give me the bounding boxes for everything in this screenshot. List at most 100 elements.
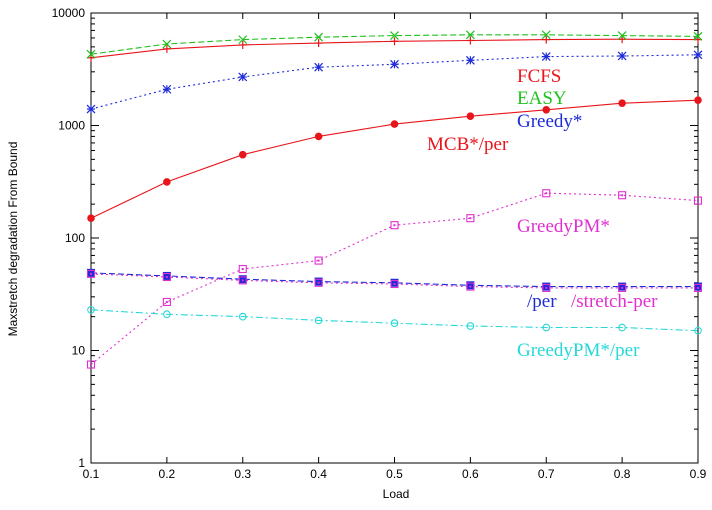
point-greedypm [466, 214, 475, 223]
x-tick-label: 0.9 [690, 467, 707, 481]
series-line-greedy [90, 54, 699, 110]
series-line-greedypm-per [90, 309, 699, 332]
point-greedypm-per [314, 316, 323, 325]
markers-group [86, 30, 703, 369]
marker-stroke [86, 49, 96, 59]
marker-shape [694, 326, 702, 335]
label-greedypm: GreedyPM* [517, 216, 610, 237]
marker-stroke [693, 50, 703, 60]
point-greedypm-per [390, 319, 399, 328]
point-easy [162, 39, 172, 49]
series-line-mcb-per [90, 99, 699, 219]
point-mcb-per [466, 112, 475, 120]
point-stretch-per [618, 283, 627, 292]
point-mcb-per [87, 214, 95, 222]
marker-shape [238, 312, 247, 321]
point-easy [314, 32, 324, 42]
label-stretch-per: /stretch-per [571, 291, 658, 312]
point-fcfs [314, 39, 323, 48]
marker-shape [466, 322, 475, 330]
y-tick-label: 100 [65, 231, 85, 245]
marker-shape [314, 256, 323, 265]
point-fcfs [390, 37, 399, 46]
point-greedypm [238, 264, 247, 274]
point-greedypm-per [466, 322, 475, 330]
marker-dot [90, 363, 92, 366]
point-greedy [162, 84, 172, 94]
x-tick-label: 0.6 [462, 467, 479, 481]
marker-stroke [86, 104, 96, 114]
marker-shape [466, 214, 475, 223]
point-greedypm [314, 256, 323, 265]
point-greedypm-per [163, 310, 171, 319]
marker-shape [163, 310, 171, 319]
y-tick-label: 10 [72, 344, 86, 358]
plot-frame [90, 12, 699, 464]
y-axis-title: Maxstretch degradation From Bound [6, 142, 20, 337]
marker-dot [621, 286, 624, 289]
point-stretch-per [314, 278, 323, 287]
point-easy [238, 35, 248, 45]
marker-dot [165, 300, 168, 303]
marker-shape [618, 191, 627, 200]
marker-shape [314, 278, 323, 287]
point-stretch-per [86, 269, 96, 278]
marker-stroke [390, 59, 399, 69]
point-fcfs [87, 53, 95, 62]
marker-stroke [465, 55, 475, 65]
y-tick-label: 1 [78, 456, 85, 470]
point-mcb-per [314, 132, 323, 141]
x-tick-label: 0.2 [159, 467, 176, 481]
point-greedy [693, 50, 703, 60]
y-tick-label: 10000 [52, 6, 86, 20]
x-tick-label: 0.8 [614, 467, 631, 481]
marker-shape [87, 305, 95, 314]
label-greedy: Greedy* [517, 111, 582, 132]
point-greedypm-per [618, 323, 626, 332]
marker-stroke [617, 51, 627, 61]
series-line-per [90, 272, 698, 288]
marker-dot [697, 199, 699, 202]
point-greedy [541, 52, 551, 61]
marker-stroke [541, 52, 551, 61]
point-greedypm [542, 189, 551, 198]
marker-shape [87, 214, 95, 222]
point-easy [465, 30, 475, 40]
marker-stroke [238, 72, 248, 82]
marker-dot [621, 194, 624, 197]
marker-shape [542, 283, 551, 292]
point-greedypm [618, 191, 627, 200]
marker-dot [393, 224, 396, 227]
marker-stroke [541, 30, 551, 40]
label-easy: EASY [517, 88, 567, 109]
marker-shape [390, 120, 399, 128]
point-greedypm [86, 360, 96, 369]
axes-group: 0.1 0.2 0.3 0.4 0.5 0.6 0.7 0.8 0.9 1 10 100 1000 100… [52, 6, 707, 481]
point-stretch-per [390, 279, 399, 289]
marker-stroke [314, 32, 324, 42]
label-mcb-per: MCB*/per [427, 134, 509, 155]
marker-dot [545, 192, 548, 195]
point-greedy [465, 55, 475, 65]
marker-stroke [238, 35, 248, 45]
marker-shape [390, 319, 399, 328]
marker-stroke [162, 39, 172, 49]
marker-shape [618, 99, 626, 107]
marker-shape [314, 132, 323, 141]
point-fcfs [542, 35, 551, 44]
marker-shape [693, 196, 703, 205]
marker-dot [241, 268, 244, 271]
marker-dot [317, 281, 320, 284]
marker-dot [90, 272, 92, 275]
marker-dot [165, 276, 168, 279]
point-easy [541, 30, 551, 40]
point-stretch-per [542, 283, 551, 292]
marker-shape [390, 279, 399, 289]
point-greedy [238, 72, 248, 82]
marker-shape [86, 360, 96, 369]
marker-dot [469, 217, 472, 220]
point-mcb-per [390, 120, 399, 128]
marker-shape [542, 105, 551, 114]
x-axis-title: Load [383, 487, 410, 501]
point-mcb-per [694, 96, 702, 104]
